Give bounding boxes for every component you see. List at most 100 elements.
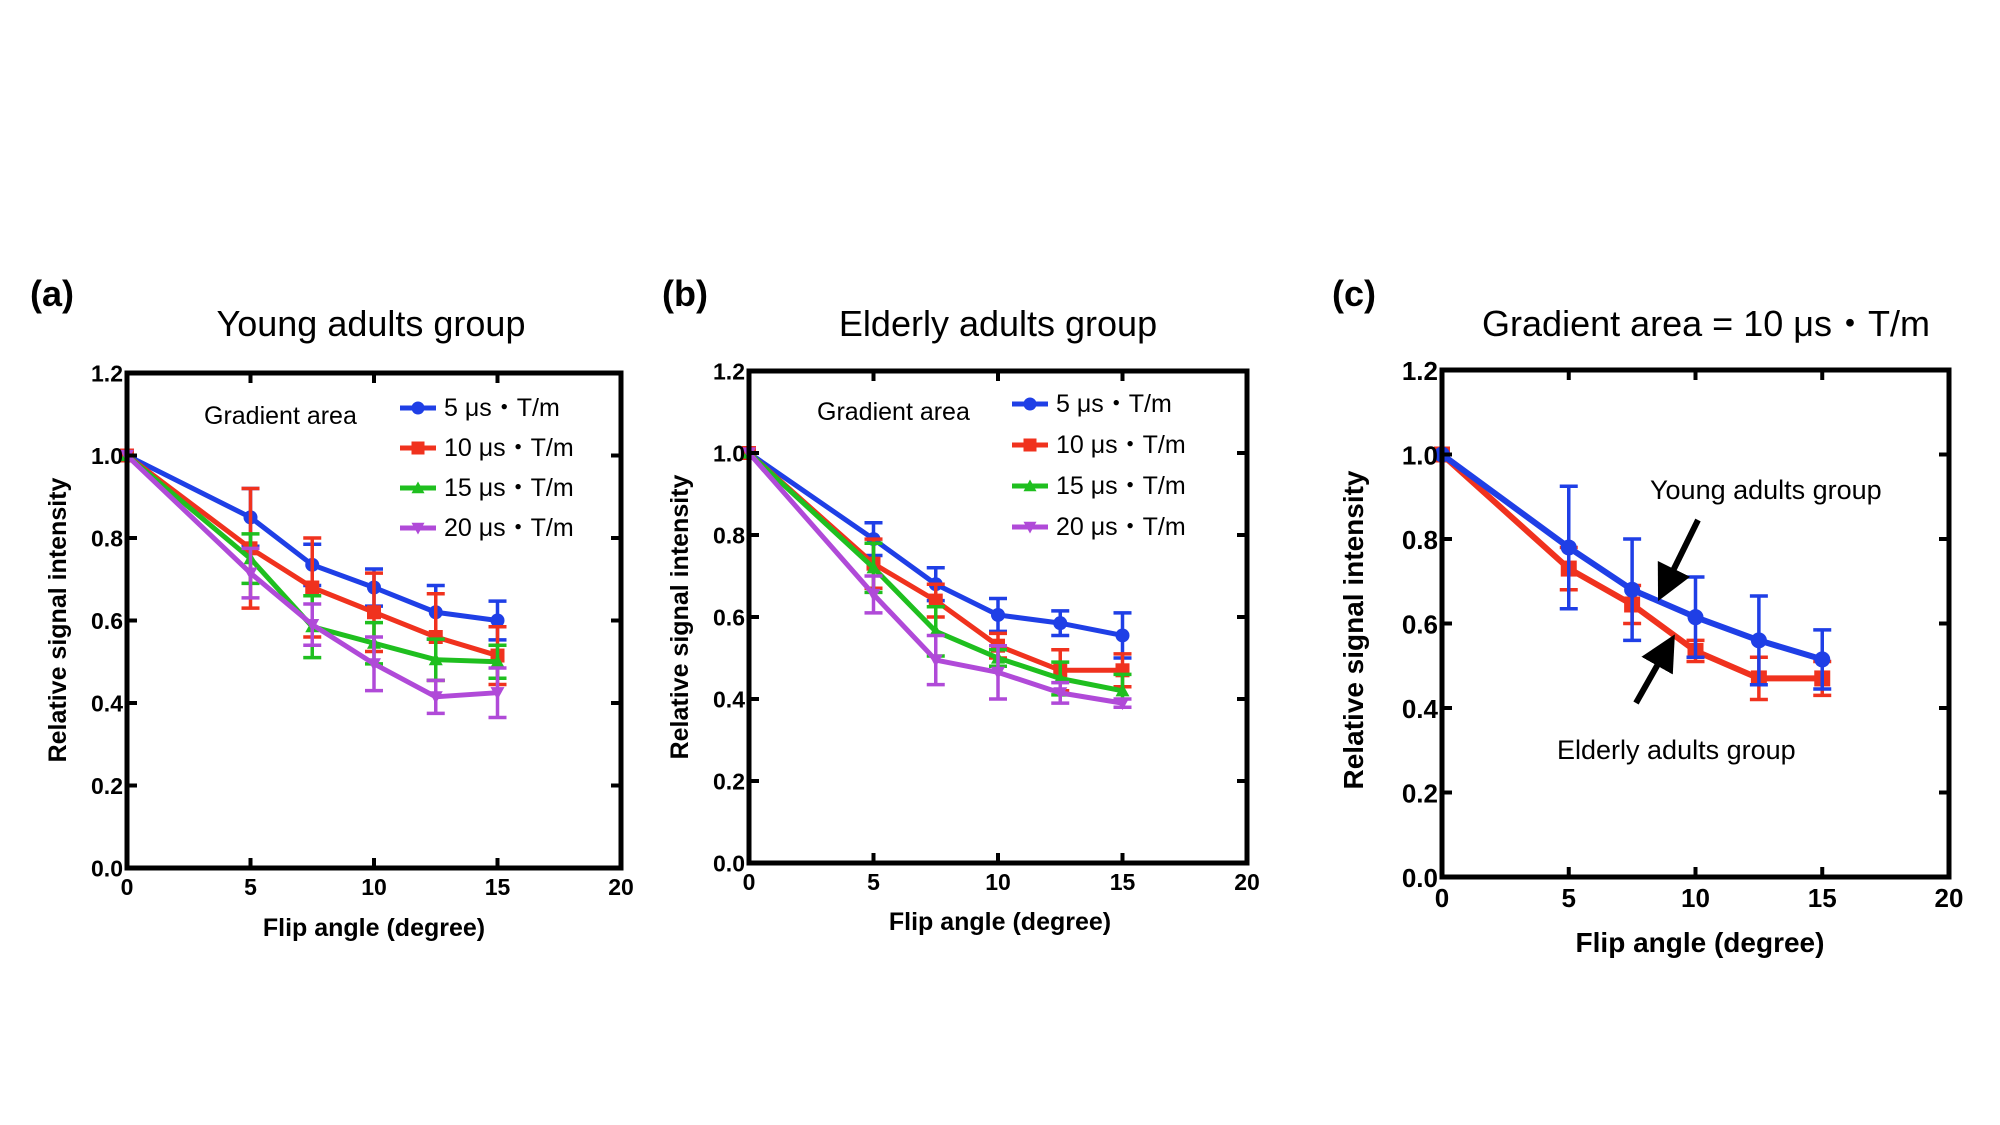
x-axis-label: Flip angle (degree): [263, 914, 485, 942]
x-tick-label: 20: [608, 874, 634, 900]
x-tick-label: 0: [121, 874, 134, 900]
legend-marker: [1023, 438, 1037, 452]
x-tick-label: 20: [1935, 883, 1964, 913]
data-point: [490, 613, 505, 628]
data-point: [1814, 651, 1831, 668]
data-point: [367, 605, 381, 620]
legend-item: 5 μs・T/m: [1012, 390, 1172, 418]
y-tick-label: 1.2: [713, 359, 745, 385]
legend-label: 10 μs・T/m: [444, 434, 574, 462]
y-tick-label: 0.8: [91, 526, 123, 552]
data-point: [991, 666, 1005, 680]
series-3: [120, 449, 507, 720]
data-point: [928, 593, 943, 608]
data-point: [490, 654, 505, 668]
x-tick-label: 15: [1110, 869, 1136, 895]
legend-title: Gradient area: [817, 398, 970, 426]
legend-title: Gradient area: [204, 402, 357, 430]
legend-label: 5 μs・T/m: [444, 394, 560, 422]
legend: Gradient area 5 μs・T/m 10 μs・T/m 15 μs・T/m…: [817, 390, 1186, 541]
legend-marker: [411, 522, 425, 535]
legend-label: 15 μs・T/m: [444, 474, 574, 502]
legend-label: 15 μs・T/m: [1056, 472, 1186, 500]
legend: Gradient area 5 μs・T/m 10 μs・T/m 15 μs・T/m…: [204, 394, 574, 542]
data-point: [305, 580, 320, 595]
panel-c: (c) Gradient area = 10 μs・T/m Flip angle…: [1332, 273, 1963, 958]
y-tick-label: 1.0: [713, 441, 745, 467]
legend-item: 10 μs・T/m: [1012, 431, 1186, 459]
series-line: [1439, 452, 1823, 682]
y-tick-label: 0.0: [1402, 863, 1438, 893]
x-tick-label: 0: [1435, 883, 1449, 913]
panel-label: (b): [662, 273, 708, 314]
arrow-elderly: [1633, 634, 1675, 705]
plot-area: 0 5 10 15 20 0.0 0.2 0.4 0.6 0.8 1.0 1.2: [713, 359, 1260, 895]
y-tick-label: 1.0: [91, 443, 123, 469]
series-line: [125, 453, 498, 700]
y-tick-label: 0.8: [1402, 525, 1438, 555]
legend-marker: [1023, 397, 1037, 411]
data-point: [1750, 632, 1767, 649]
y-tick-label: 0.2: [713, 769, 745, 795]
plot-area: 0 5 10 15 20 0.0 0.2 0.4 0.6 0.8 1.0 1.2: [1402, 356, 1964, 913]
x-tick-label: 10: [361, 874, 387, 900]
legend-label: 20 μs・T/m: [444, 514, 574, 542]
y-tick-label: 0.0: [91, 856, 123, 882]
plot-area: 0 5 10 15 20 0.0 0.2 0.4 0.6 0.8 1.0 1.2: [91, 361, 634, 900]
y-tick-label: 0.4: [713, 687, 745, 713]
legend-label: 5 μs・T/m: [1056, 390, 1172, 418]
panel-label: (a): [30, 273, 74, 314]
data-point: [367, 658, 381, 671]
legend-item: 15 μs・T/m: [1012, 472, 1186, 500]
legend-label: 10 μs・T/m: [1056, 431, 1186, 459]
chart-title: Gradient area = 10 μs・T/m: [1482, 303, 1930, 344]
x-axis-label: Flip angle (degree): [1576, 927, 1825, 958]
data-point: [1624, 581, 1641, 598]
series-3: [742, 447, 1132, 711]
data-point: [428, 691, 443, 704]
legend-item: 20 μs・T/m: [400, 514, 574, 542]
annotation-elderly: Elderly adults group: [1557, 735, 1796, 765]
x-axis-label: Flip angle (degree): [889, 908, 1111, 936]
series-line: [125, 453, 498, 623]
legend-marker: [1023, 521, 1037, 534]
chart-title: Young adults group: [217, 303, 526, 344]
legend-item: 20 μs・T/m: [1012, 513, 1186, 541]
data-point: [1115, 628, 1130, 643]
data-point: [1053, 616, 1068, 631]
series-line: [125, 453, 499, 658]
data-point: [1115, 697, 1130, 711]
y-tick-label: 1.0: [1402, 440, 1438, 470]
panel-b: (b) Elderly adults group Flip angle (deg…: [662, 273, 1260, 936]
series-1: [1434, 446, 1832, 691]
panel-label: (c): [1332, 273, 1376, 314]
x-tick-label: 15: [485, 874, 511, 900]
series-group: [120, 448, 507, 720]
series-group: [1434, 446, 1832, 702]
data-point: [866, 560, 881, 574]
legend-label: 20 μs・T/m: [1056, 513, 1186, 541]
data-point: [1687, 609, 1704, 626]
series-line: [747, 451, 1123, 673]
y-tick-label: 0.2: [1402, 778, 1438, 808]
y-tick-label: 0.4: [91, 691, 123, 717]
series-line: [747, 451, 1123, 706]
y-axis-label: Relative signal intensity: [666, 475, 694, 760]
x-tick-label: 5: [1562, 883, 1576, 913]
series-line: [125, 453, 498, 665]
arrow-young: [1657, 518, 1701, 602]
data-point: [243, 567, 258, 581]
chart-title: Elderly adults group: [839, 303, 1157, 344]
x-tick-label: 20: [1234, 869, 1260, 895]
y-tick-label: 0.8: [713, 523, 745, 549]
x-tick-label: 10: [1681, 883, 1710, 913]
y-axis-label: Relative signal intensity: [44, 478, 72, 763]
legend-marker: [411, 441, 425, 455]
x-tick-label: 5: [244, 874, 257, 900]
data-point: [428, 652, 443, 666]
data-point: [1053, 687, 1068, 700]
series-line: [747, 451, 1123, 694]
data-point: [866, 588, 881, 602]
y-tick-label: 1.2: [91, 361, 123, 387]
